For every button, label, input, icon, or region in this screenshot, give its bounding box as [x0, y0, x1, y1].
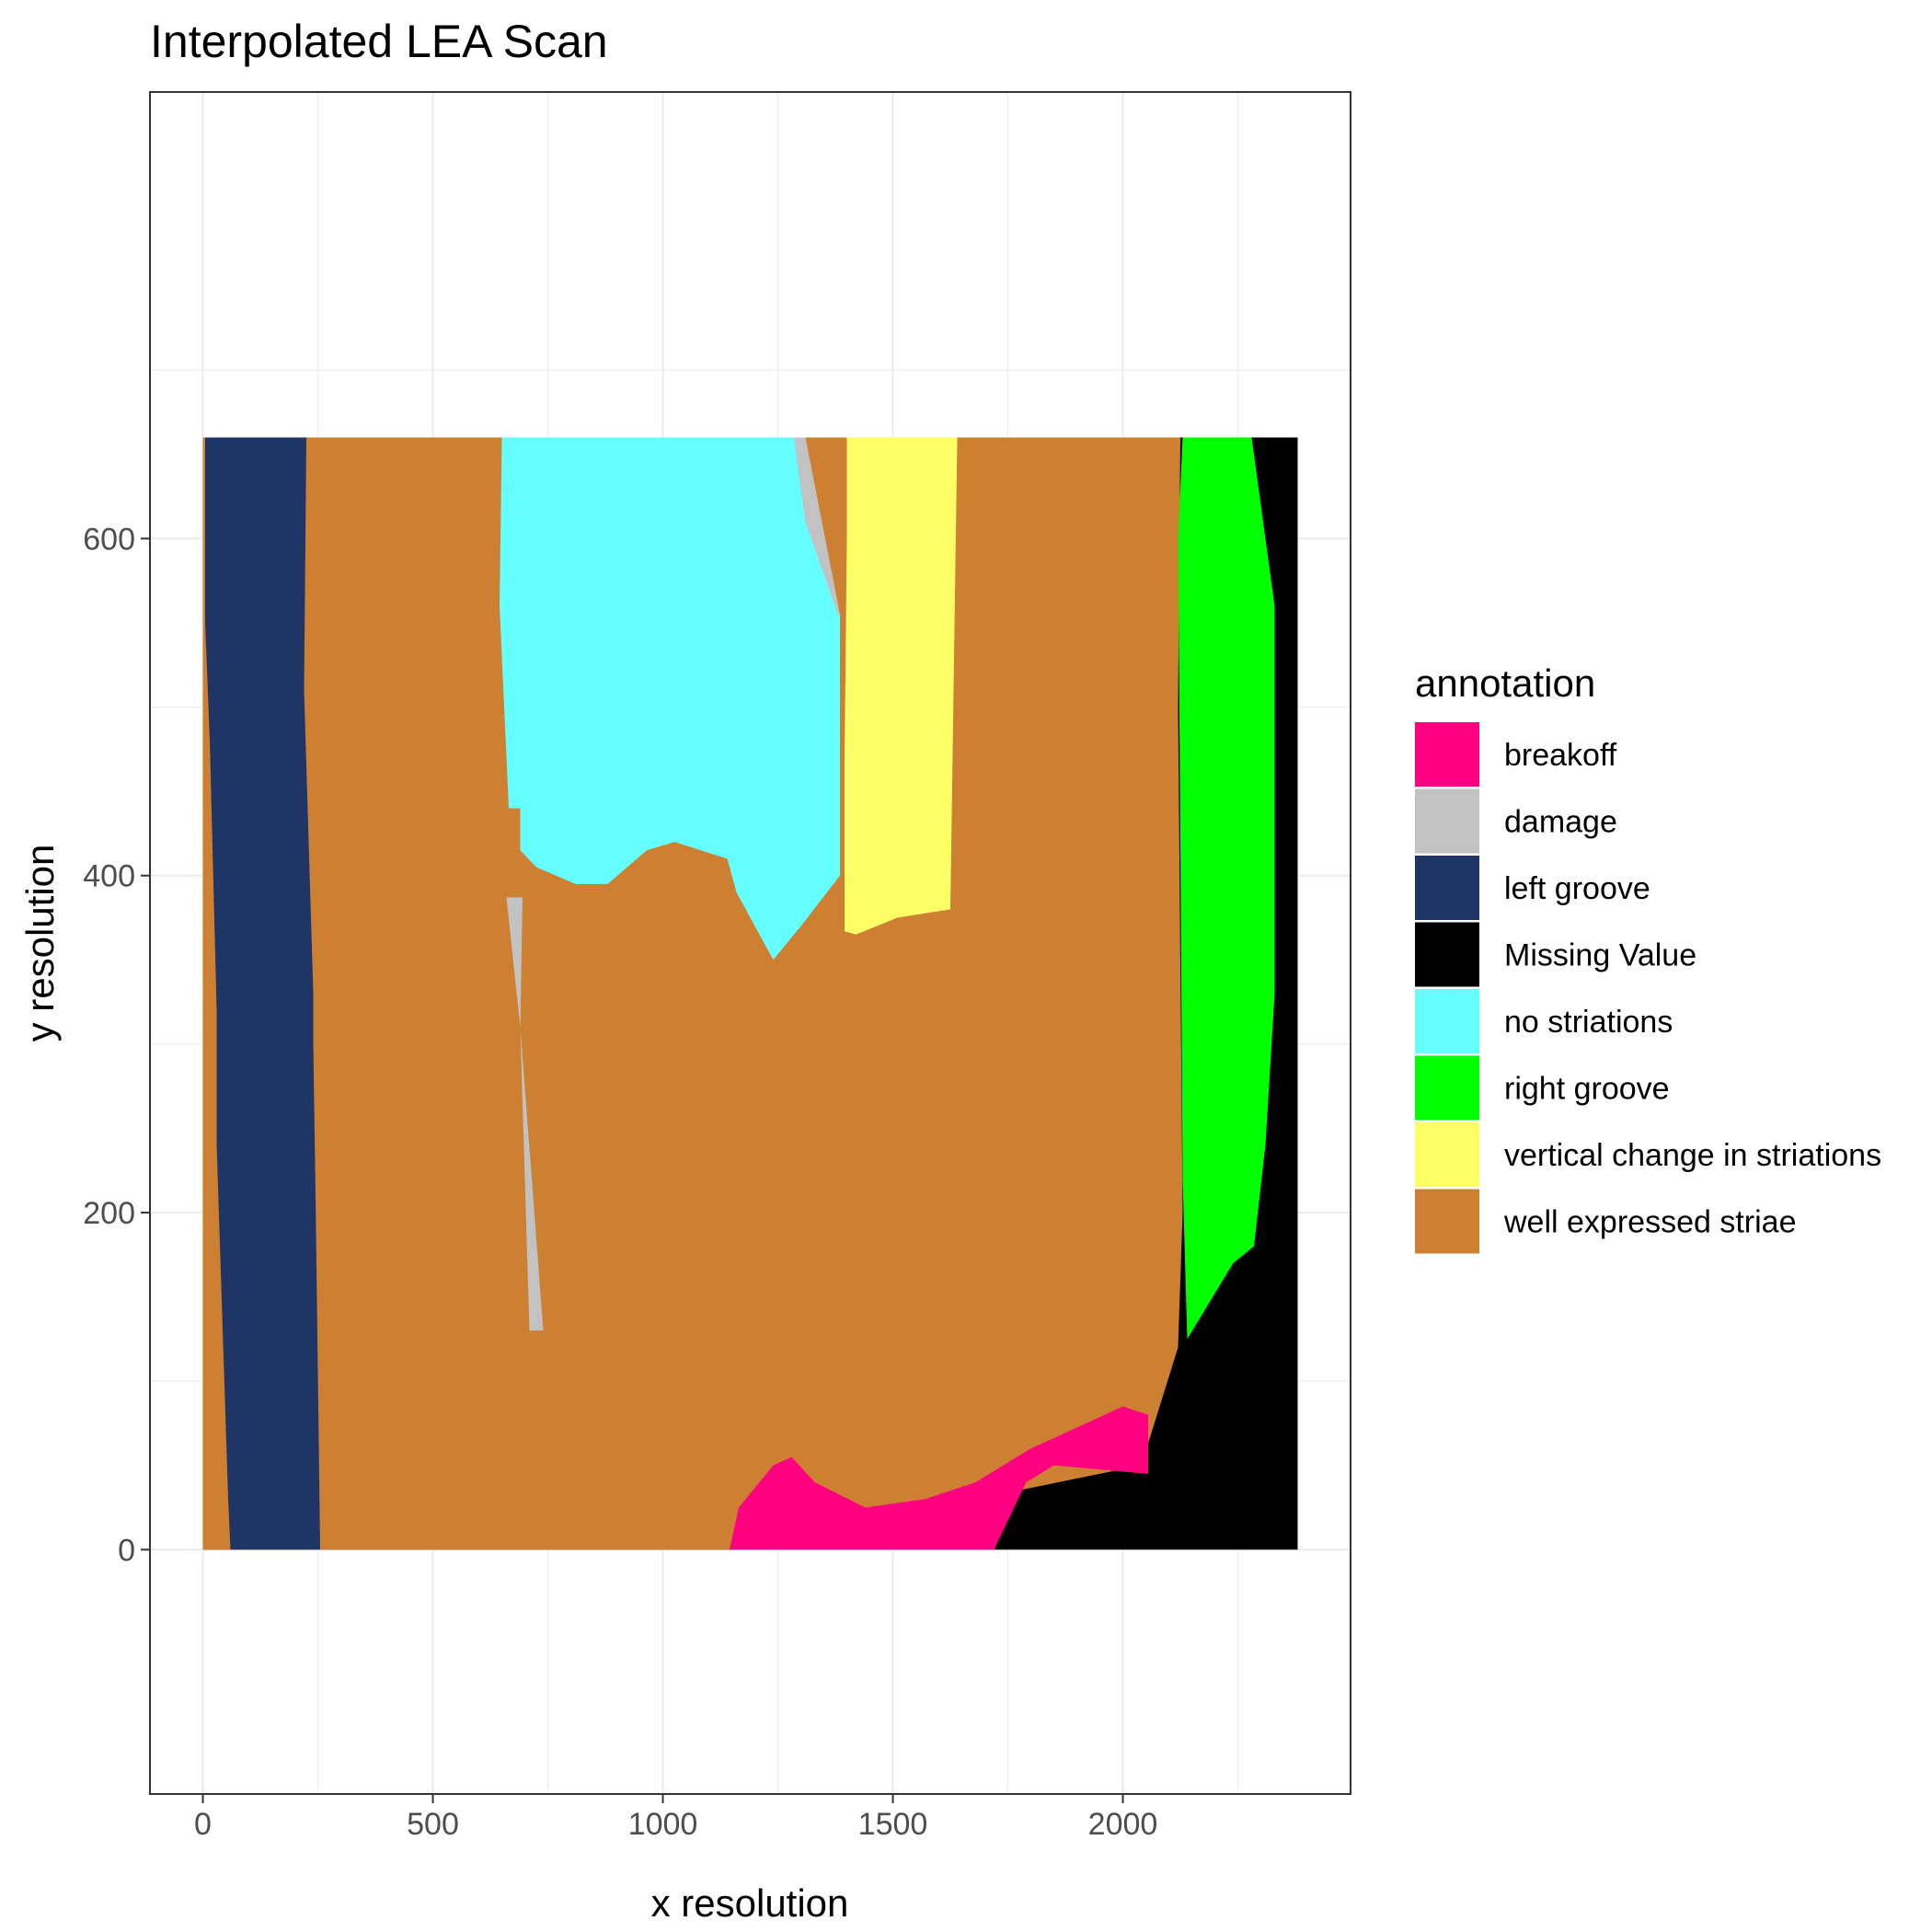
annotation-regions	[202, 437, 1298, 1550]
region-vertical-change-in-striations	[845, 437, 958, 935]
region-right-groove	[1178, 437, 1275, 1340]
legend-key-left-groove	[1415, 856, 1479, 920]
y-tick-label: 600	[83, 522, 135, 557]
chart-title: Interpolated LEA Scan	[150, 16, 608, 67]
legend-label-damage: damage	[1504, 805, 1617, 840]
y-axis-title: y resolution	[18, 845, 62, 1042]
x-tick-label: 500	[407, 1807, 459, 1842]
legend-label-vertical-change-in-striations: vertical change in striations	[1504, 1138, 1881, 1173]
panel-border	[149, 91, 1351, 1795]
region-left-groove	[205, 437, 320, 1550]
region-damage	[506, 897, 544, 1331]
y-tick-label: 0	[118, 1533, 135, 1568]
x-tick-label: 1000	[628, 1807, 698, 1842]
legend-label-well-expressed-striae: well expressed striae	[1503, 1205, 1796, 1240]
y-axis-ticks: 0 200 400 600	[83, 522, 150, 1568]
legend-key-breakoff	[1415, 722, 1479, 787]
legend-label-missing-value: Missing Value	[1504, 938, 1696, 973]
x-axis-ticks: 0 500 1000 1500 2000	[194, 1794, 1157, 1842]
region-damage	[794, 437, 840, 615]
legend-label-right-groove: right groove	[1504, 1072, 1670, 1107]
legend-key-damage	[1415, 788, 1479, 854]
x-tick-label: 1500	[858, 1807, 928, 1842]
x-axis-title: x resolution	[651, 1881, 849, 1925]
legend-label-no-striations: no striations	[1504, 1005, 1673, 1040]
legend-key-no-striations	[1415, 989, 1479, 1053]
legend: annotation breakoff damage left groove Miss…	[1415, 661, 1881, 1254]
legend-items: breakoff damage left groove Missing Value no…	[1415, 722, 1881, 1254]
y-tick-label: 200	[83, 1196, 135, 1231]
legend-label-breakoff: breakoff	[1504, 738, 1617, 773]
legend-key-vertical-change-in-striations	[1415, 1122, 1479, 1187]
region-breakoff	[730, 1406, 1148, 1550]
legend-key-right-groove	[1415, 1055, 1479, 1121]
legend-title: annotation	[1415, 661, 1595, 705]
x-tick-label: 0	[194, 1807, 212, 1842]
y-tick-label: 400	[83, 859, 135, 894]
x-tick-label: 2000	[1088, 1807, 1158, 1842]
legend-key-missing-value	[1415, 922, 1479, 987]
legend-label-left-groove: left groove	[1504, 871, 1650, 906]
region-no-striations	[500, 437, 840, 960]
legend-key-well-expressed-striae	[1415, 1189, 1479, 1254]
plot-panel	[149, 91, 1351, 1795]
